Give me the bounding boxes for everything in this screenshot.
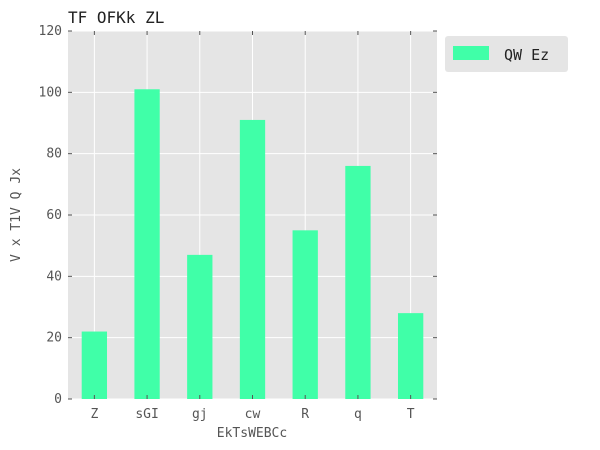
x-tick-label: sGI	[135, 407, 158, 422]
legend-swatch	[453, 46, 489, 60]
bar	[187, 254, 213, 399]
y-tick-label: 0	[54, 392, 62, 407]
legend-box	[445, 36, 568, 72]
x-tick-label: Z	[90, 407, 98, 422]
y-tick-label: 80	[46, 147, 62, 162]
bar	[239, 119, 266, 399]
x-tick-label: gj	[192, 407, 208, 422]
y-axis-label: V x T1V Q Jx	[9, 168, 24, 262]
bar	[345, 165, 371, 399]
chart-title: TF OFKk ZL	[68, 8, 164, 27]
bar	[292, 230, 318, 399]
legend: QW Ez	[445, 36, 568, 72]
y-axis-ticks: 0 20 40 60 80 100 120	[39, 24, 437, 407]
y-tick-label: 100	[39, 85, 62, 100]
x-tick-label: R	[301, 407, 309, 422]
x-tick-label: T	[407, 407, 415, 422]
legend-label: QW Ez	[504, 46, 549, 64]
y-tick-label: 120	[39, 24, 62, 39]
bar	[134, 89, 160, 400]
bar	[81, 331, 108, 399]
bar	[397, 313, 424, 399]
x-tick-label: q	[354, 407, 362, 422]
y-tick-label: 40	[46, 269, 62, 284]
y-tick-label: 20	[46, 331, 62, 346]
x-axis-label: EkTsWEBCc	[217, 426, 287, 441]
x-tick-label: cw	[245, 407, 261, 422]
bars	[81, 89, 424, 400]
y-tick-label: 60	[46, 208, 62, 223]
